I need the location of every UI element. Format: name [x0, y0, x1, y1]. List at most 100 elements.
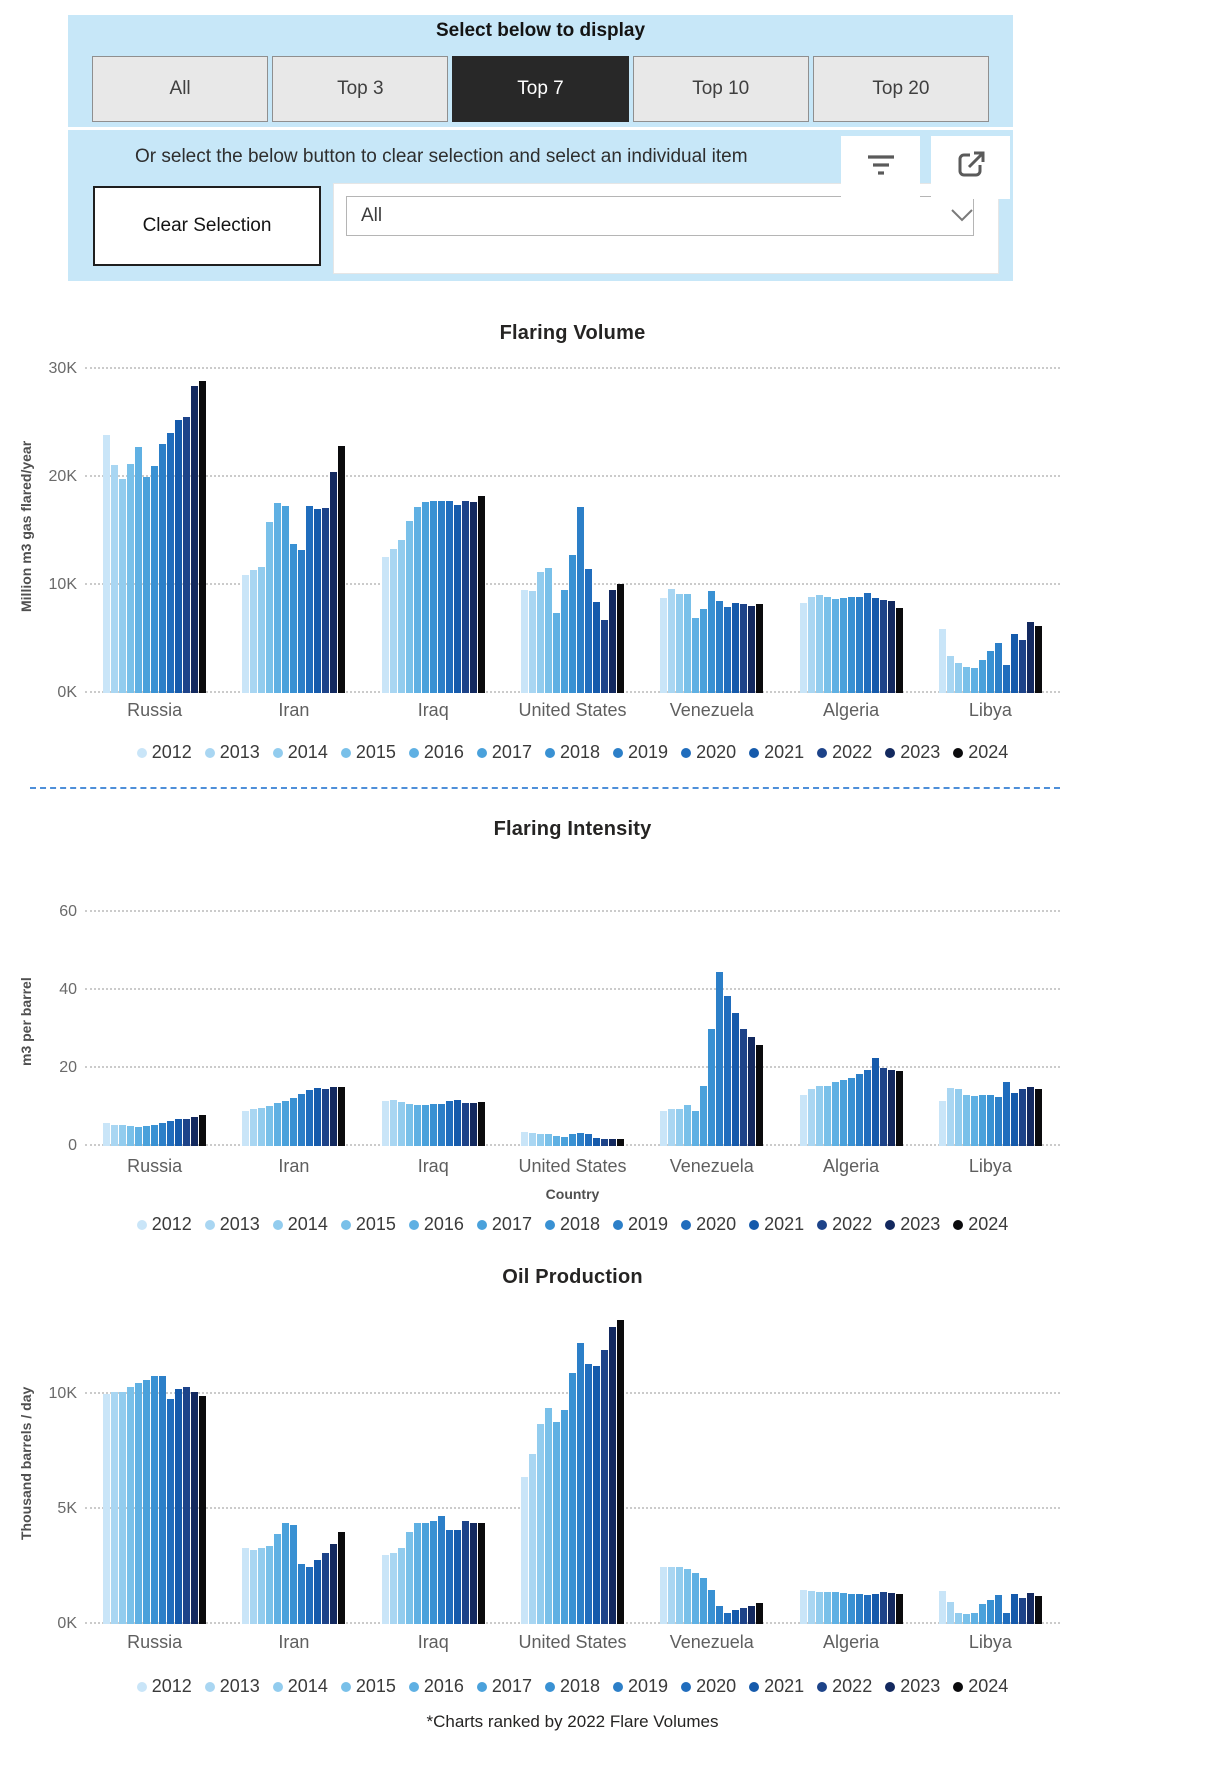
legend-item-2012[interactable]: 2012 — [136, 1676, 192, 1697]
bar[interactable] — [397, 1101, 405, 1146]
legend-item-2012[interactable]: 2012 — [136, 1214, 192, 1235]
bar[interactable] — [282, 1100, 290, 1146]
bar[interactable] — [103, 1394, 111, 1624]
legend-item-2016[interactable]: 2016 — [408, 742, 464, 763]
bar[interactable] — [600, 619, 608, 693]
bar[interactable] — [183, 1119, 191, 1146]
bar[interactable] — [954, 662, 962, 693]
bar[interactable] — [855, 596, 863, 693]
bar[interactable] — [708, 1589, 716, 1624]
bar[interactable] — [592, 602, 600, 693]
legend-item-2013[interactable]: 2013 — [204, 1676, 260, 1697]
bar[interactable] — [823, 1085, 831, 1146]
bar[interactable] — [716, 972, 724, 1146]
bar[interactable] — [668, 1108, 676, 1146]
bar[interactable] — [1026, 1592, 1034, 1624]
bar[interactable] — [191, 1116, 199, 1146]
bar[interactable] — [660, 1110, 668, 1146]
bar[interactable] — [258, 1107, 266, 1146]
bar[interactable] — [544, 567, 552, 693]
bar[interactable] — [242, 575, 250, 693]
bar[interactable] — [397, 539, 405, 693]
bar[interactable] — [338, 1086, 346, 1146]
bar[interactable] — [994, 1097, 1002, 1146]
bar[interactable] — [831, 599, 839, 693]
bar[interactable] — [568, 1134, 576, 1146]
legend-item-2019[interactable]: 2019 — [613, 742, 668, 763]
bar[interactable] — [258, 1548, 266, 1624]
bar[interactable] — [1018, 1089, 1026, 1146]
bar[interactable] — [143, 1380, 151, 1624]
bar[interactable] — [119, 1125, 127, 1146]
bar[interactable] — [322, 1088, 330, 1146]
bar[interactable] — [1002, 1612, 1010, 1624]
bar[interactable] — [405, 1532, 413, 1624]
bar[interactable] — [330, 471, 338, 693]
bar[interactable] — [616, 1320, 624, 1624]
display-button-all[interactable]: All — [92, 56, 269, 122]
legend-item-2022[interactable]: 2022 — [817, 1676, 872, 1697]
bar[interactable] — [461, 500, 469, 693]
bar[interactable] — [660, 1566, 668, 1624]
bar[interactable] — [266, 1105, 274, 1146]
bar[interactable] — [469, 1522, 477, 1624]
bar[interactable] — [274, 1103, 282, 1146]
bar[interactable] — [477, 1522, 485, 1624]
bar[interactable] — [469, 501, 477, 693]
bar[interactable] — [708, 591, 716, 693]
bar[interactable] — [684, 1568, 692, 1624]
bar[interactable] — [191, 1391, 199, 1624]
bar[interactable] — [863, 1069, 871, 1146]
bar[interactable] — [405, 521, 413, 693]
legend-item-2014[interactable]: 2014 — [272, 1676, 328, 1697]
bar[interactable] — [330, 1543, 338, 1624]
bar[interactable] — [740, 1607, 748, 1624]
bar[interactable] — [676, 593, 684, 693]
bar[interactable] — [183, 416, 191, 693]
bar[interactable] — [298, 550, 306, 693]
legend-item-2022[interactable]: 2022 — [817, 742, 872, 763]
bar[interactable] — [815, 594, 823, 693]
bar[interactable] — [708, 1029, 716, 1146]
bar[interactable] — [676, 1566, 684, 1624]
bar[interactable] — [938, 1590, 946, 1624]
legend-item-2012[interactable]: 2012 — [136, 742, 192, 763]
bar[interactable] — [584, 1134, 592, 1146]
bar[interactable] — [994, 643, 1002, 693]
bar[interactable] — [381, 1101, 389, 1146]
legend-item-2018[interactable]: 2018 — [544, 1214, 600, 1235]
bar[interactable] — [1026, 621, 1034, 693]
bar[interactable] — [954, 1089, 962, 1146]
bar[interactable] — [191, 386, 199, 693]
bar[interactable] — [716, 1605, 724, 1624]
bar[interactable] — [668, 1566, 676, 1624]
bar[interactable] — [700, 608, 708, 693]
legend-item-2024[interactable]: 2024 — [953, 742, 1008, 763]
bar[interactable] — [183, 1387, 191, 1624]
bar[interactable] — [413, 1104, 421, 1146]
bar[interactable] — [978, 1604, 986, 1624]
bar[interactable] — [536, 1423, 544, 1624]
bar[interactable] — [938, 629, 946, 693]
bar[interactable] — [724, 606, 732, 693]
bar[interactable] — [946, 1087, 954, 1146]
bar[interactable] — [552, 1421, 560, 1624]
bar[interactable] — [298, 1094, 306, 1146]
bar[interactable] — [1034, 626, 1042, 693]
bar[interactable] — [847, 1594, 855, 1624]
bar[interactable] — [306, 1090, 314, 1146]
bar[interactable] — [732, 1013, 740, 1146]
bar[interactable] — [871, 597, 879, 693]
bar[interactable] — [314, 1559, 322, 1624]
chevron-down-icon[interactable] — [950, 208, 974, 227]
bar[interactable] — [266, 522, 274, 693]
bar[interactable] — [477, 1102, 485, 1146]
bar[interactable] — [528, 1132, 536, 1146]
legend-item-2017[interactable]: 2017 — [476, 1214, 532, 1235]
clear-selection-button[interactable]: Clear Selection — [93, 186, 321, 266]
bar[interactable] — [724, 1612, 732, 1624]
bar[interactable] — [887, 1069, 895, 1146]
bar[interactable] — [290, 1525, 298, 1624]
bar[interactable] — [338, 1532, 346, 1624]
bar[interactable] — [748, 1036, 756, 1146]
